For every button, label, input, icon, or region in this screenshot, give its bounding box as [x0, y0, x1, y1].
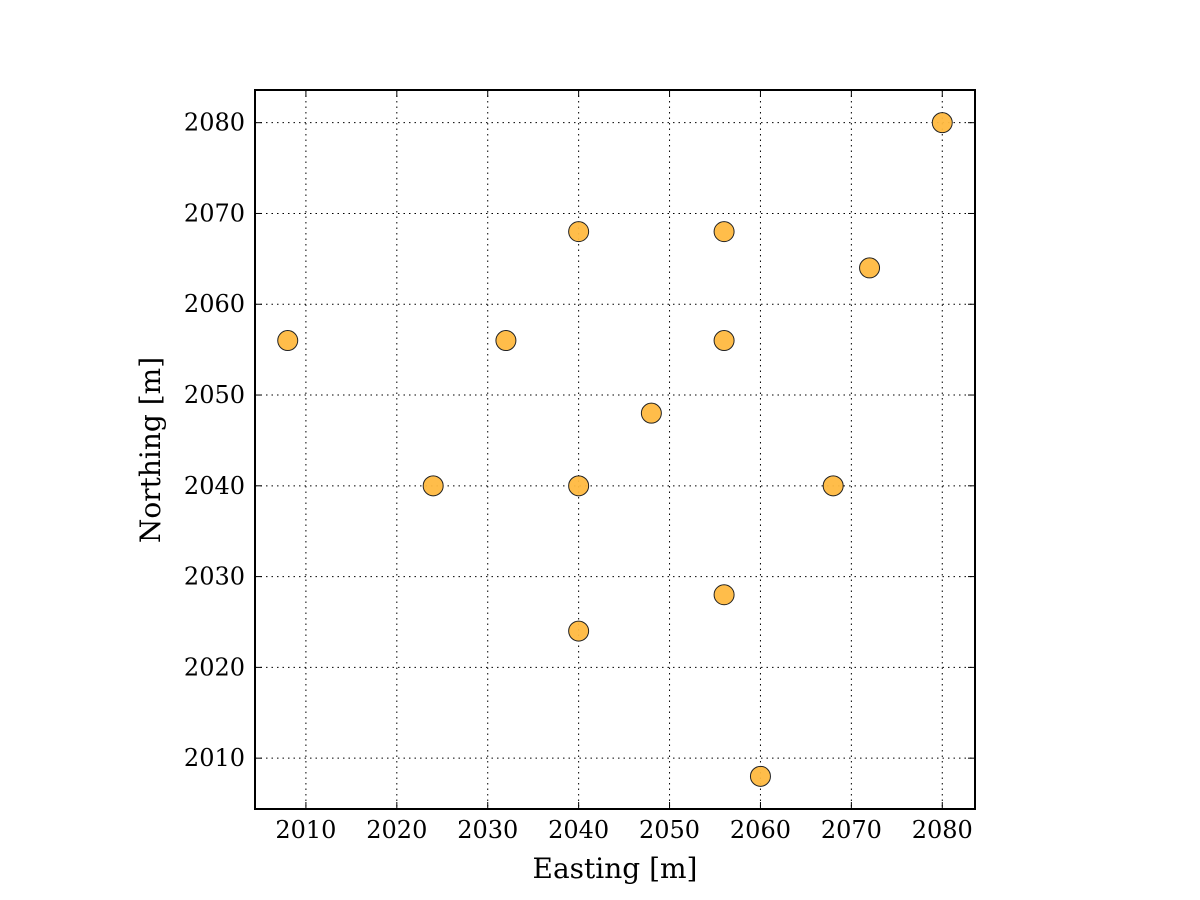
x-tick-label: 2050	[639, 816, 700, 844]
x-axis-label: Easting [m]	[533, 852, 698, 885]
x-tick-label: 2060	[730, 816, 791, 844]
y-tick-label: 2040	[184, 472, 245, 500]
data-point	[713, 221, 735, 243]
y-tick-label: 2070	[184, 199, 245, 227]
data-points	[277, 112, 953, 787]
x-tick-label: 2040	[548, 816, 609, 844]
y-tick-label: 2050	[184, 381, 245, 409]
data-point	[713, 584, 735, 606]
plot-frame	[254, 89, 976, 810]
y-tick-label: 2020	[184, 653, 245, 681]
y-tick-label: 2060	[184, 290, 245, 318]
data-point	[859, 257, 881, 279]
grid	[255, 90, 975, 809]
y-axis-label: Northing [m]	[134, 357, 167, 543]
data-point	[422, 475, 444, 497]
data-point	[568, 475, 590, 497]
data-point	[568, 620, 590, 642]
data-point	[277, 330, 299, 352]
data-point	[822, 475, 844, 497]
data-point	[568, 221, 590, 243]
data-point	[640, 402, 662, 424]
data-point	[749, 765, 771, 787]
x-tick-label: 2030	[457, 816, 518, 844]
x-tick-label: 2010	[275, 816, 336, 844]
x-tick-label: 2070	[821, 816, 882, 844]
x-tick-label: 2080	[912, 816, 973, 844]
y-tick-label: 2080	[184, 109, 245, 137]
data-point	[713, 330, 735, 352]
axis-ticks: 2010 2020 2030 2040 2050 2060 2070 2080 2010 2020…	[184, 90, 975, 844]
x-tick-label: 2020	[366, 816, 427, 844]
data-point	[931, 112, 953, 134]
y-tick-label: 2030	[184, 563, 245, 591]
data-point	[495, 330, 517, 352]
y-tick-label: 2010	[184, 744, 245, 772]
